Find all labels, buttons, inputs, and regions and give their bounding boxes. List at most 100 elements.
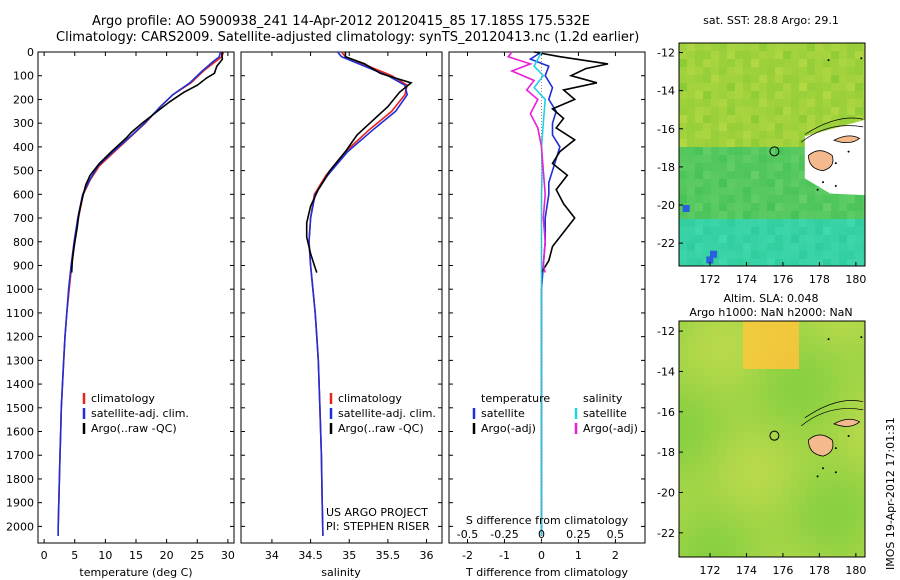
map-cell bbox=[679, 75, 688, 84]
map-cell bbox=[847, 441, 856, 450]
map-cell bbox=[807, 449, 816, 458]
map-cell bbox=[767, 179, 776, 188]
temp-legend-label-2: Argo(..raw -QC) bbox=[91, 422, 177, 435]
series-line-ssatellite bbox=[533, 51, 547, 536]
map-cell bbox=[679, 545, 688, 554]
map-cell bbox=[831, 465, 840, 474]
map-cell bbox=[706, 256, 714, 264]
map-cell bbox=[791, 473, 800, 482]
sla-map-title: Altim. SLA: 0.048 bbox=[723, 292, 818, 305]
map-cell bbox=[695, 457, 704, 466]
map-cell bbox=[775, 227, 784, 236]
map-cell bbox=[815, 203, 824, 212]
map-cell bbox=[855, 553, 864, 557]
map-cell bbox=[799, 489, 808, 498]
map-cell bbox=[759, 259, 768, 266]
map-cell bbox=[815, 195, 824, 204]
map-cell bbox=[759, 545, 768, 554]
map-cell bbox=[767, 409, 776, 418]
map-cell bbox=[719, 497, 728, 506]
map-cell bbox=[751, 131, 760, 140]
map-cell bbox=[719, 131, 728, 140]
map-cell bbox=[751, 195, 760, 204]
map-cell bbox=[703, 131, 712, 140]
map-cell bbox=[719, 107, 728, 116]
map-cell bbox=[767, 369, 776, 378]
map-cell bbox=[727, 51, 736, 60]
map-cell bbox=[695, 385, 704, 394]
map-cell bbox=[831, 219, 840, 228]
map-cell bbox=[839, 353, 848, 362]
map-cell bbox=[687, 545, 696, 554]
map-cell bbox=[775, 123, 784, 132]
sla_map-field bbox=[679, 321, 865, 557]
map-cell bbox=[799, 521, 808, 530]
map-cell bbox=[687, 203, 696, 212]
map-cell bbox=[710, 250, 717, 258]
map-cell bbox=[783, 553, 792, 557]
map-cell bbox=[863, 259, 865, 266]
map-cell bbox=[799, 457, 808, 466]
map-cell bbox=[807, 243, 816, 252]
map-cell bbox=[799, 155, 808, 164]
map-cell bbox=[839, 361, 848, 370]
map-cell bbox=[767, 107, 776, 116]
map-cell bbox=[791, 417, 800, 426]
map-cell bbox=[751, 353, 760, 362]
map-cell bbox=[807, 123, 816, 132]
map-cell bbox=[783, 433, 792, 442]
map-cell bbox=[727, 171, 736, 180]
map-cell bbox=[711, 489, 720, 498]
map-cell bbox=[839, 457, 848, 466]
map-cell bbox=[823, 243, 832, 252]
map-cell bbox=[815, 83, 824, 92]
map-cell bbox=[751, 441, 760, 450]
map-cell bbox=[815, 401, 824, 410]
map-cell bbox=[863, 457, 865, 466]
map-cell bbox=[735, 433, 744, 442]
map-cell bbox=[735, 251, 744, 260]
map-cell bbox=[855, 505, 864, 514]
x-tick-label: 176 bbox=[772, 273, 793, 286]
map-cell bbox=[791, 131, 800, 140]
map-cell bbox=[735, 243, 744, 252]
map-cell bbox=[679, 537, 688, 546]
map-cell bbox=[847, 211, 856, 220]
map-cell bbox=[847, 537, 856, 546]
map-cell bbox=[743, 473, 752, 482]
map-cell bbox=[783, 353, 792, 362]
map-cell bbox=[719, 179, 728, 188]
map-cell bbox=[719, 417, 728, 426]
map-cell bbox=[807, 409, 816, 418]
map-cell bbox=[719, 409, 728, 418]
map-cell bbox=[719, 329, 728, 338]
map-cell bbox=[727, 329, 736, 338]
map-cell bbox=[719, 553, 728, 557]
map-cell bbox=[735, 409, 744, 418]
map-cell bbox=[759, 179, 768, 188]
map-cell bbox=[727, 195, 736, 204]
map-cell bbox=[815, 513, 824, 522]
map-cell bbox=[751, 545, 760, 554]
map-cell bbox=[687, 481, 696, 490]
map-cell bbox=[679, 99, 688, 108]
map-cell bbox=[815, 465, 824, 474]
map-cell bbox=[783, 345, 792, 354]
map-cell bbox=[783, 465, 792, 474]
map-cell bbox=[711, 155, 720, 164]
map-cell bbox=[751, 211, 760, 220]
map-cell bbox=[831, 51, 840, 60]
map-cell bbox=[831, 401, 840, 410]
map-cell bbox=[759, 187, 768, 196]
map-cell bbox=[815, 409, 824, 418]
map-cell bbox=[823, 529, 832, 538]
map-cell bbox=[687, 123, 696, 132]
map-cell bbox=[839, 337, 848, 346]
map-cell bbox=[847, 83, 856, 92]
map-cell bbox=[727, 219, 736, 228]
map-cell bbox=[751, 163, 760, 172]
map-cell bbox=[775, 59, 784, 68]
map-cell bbox=[703, 251, 712, 260]
map-cell bbox=[775, 99, 784, 108]
map-cell bbox=[703, 187, 712, 196]
